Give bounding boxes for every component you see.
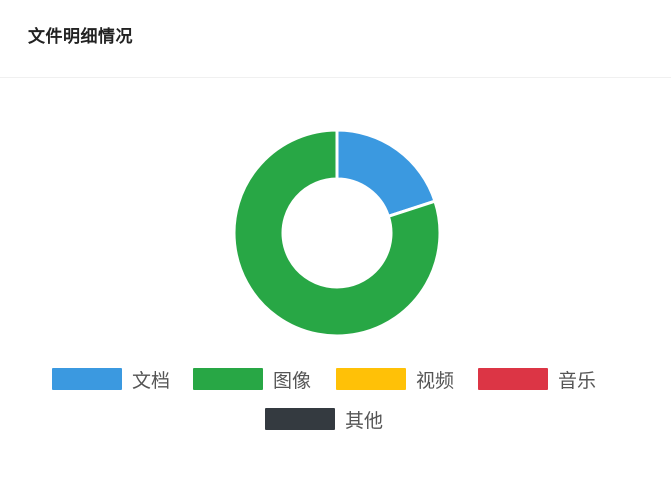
legend-swatch xyxy=(336,368,406,390)
legend-label: 视频 xyxy=(416,369,455,392)
donut-slice-0[interactable] xyxy=(335,128,437,219)
legend-item-2[interactable]: 视频 xyxy=(336,366,454,392)
legend-swatch xyxy=(193,368,263,390)
donut-chart: 文档 图像 视频 音乐其他 xyxy=(0,78,671,480)
legend-swatch xyxy=(265,408,335,430)
legend-label: 音乐 xyxy=(558,369,597,392)
legend-label: 图像 xyxy=(273,369,312,392)
legend-swatch xyxy=(478,368,548,390)
donut-slice-1[interactable] xyxy=(232,128,442,338)
legend-item-3[interactable]: 音乐 xyxy=(478,366,596,392)
legend-item-0[interactable]: 文档 xyxy=(52,366,170,392)
donut-chart-svg xyxy=(232,128,442,338)
legend-label: 其他 xyxy=(345,409,384,432)
legend-item-4[interactable]: 其他 xyxy=(265,406,383,432)
legend-swatch xyxy=(52,368,122,390)
card-header: 文件明细情况 xyxy=(0,0,671,78)
legend-label: 文档 xyxy=(132,369,171,392)
legend-item-1[interactable]: 图像 xyxy=(193,366,311,392)
card-title: 文件明细情况 xyxy=(28,27,133,47)
